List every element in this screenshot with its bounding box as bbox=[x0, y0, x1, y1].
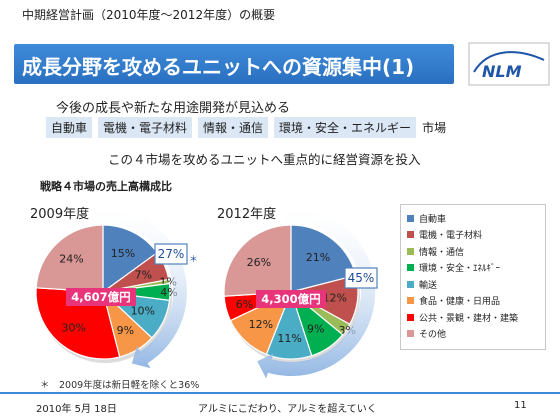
pie-1: 21%12%3%9%11%12%6%26%45%4,300億円 bbox=[223, 208, 378, 379]
pie-1-share-value: 45% bbox=[348, 271, 375, 285]
company-logo: NLM bbox=[468, 42, 550, 86]
logo-text: NLM bbox=[482, 62, 522, 81]
pie-0-share-box bbox=[154, 243, 188, 265]
pie-0-label-7: 30% bbox=[61, 321, 85, 334]
pie-1-label-5: 11% bbox=[277, 332, 301, 345]
pie-1-total-value: 4,300億円 bbox=[261, 292, 320, 306]
pie-1-label-2: 12% bbox=[322, 292, 346, 305]
pie-0-slice-8 bbox=[35, 224, 104, 293]
page-number: 11 bbox=[514, 400, 527, 411]
legend-label: 情報・通信 bbox=[419, 247, 465, 258]
year-label-2009: 2009年度 bbox=[30, 207, 90, 222]
legend-swatch bbox=[407, 297, 414, 305]
intro-text: 今後の成長や新たな用途開発が見込める bbox=[56, 101, 291, 116]
pie-0-total-value: 4,607億円 bbox=[71, 290, 130, 304]
pie-0-label-8: 24% bbox=[59, 253, 83, 266]
pie-1-label-7: 6% bbox=[236, 298, 253, 311]
title-bar bbox=[14, 44, 454, 84]
legend-label: 電機・電子材料 bbox=[419, 231, 483, 242]
legend-label: 環境・安全・ｴﾈﾙｷﾞｰ bbox=[419, 264, 501, 275]
pie-1-label-1: 21% bbox=[306, 251, 330, 264]
pie-1-label-4: 9% bbox=[307, 322, 324, 335]
legend-swatch bbox=[407, 247, 414, 255]
strategy-text: この４市場を攻めるユニットへ重点的に経営資源を投入 bbox=[108, 152, 421, 167]
market-telecom: 情報・通信 bbox=[198, 116, 269, 138]
market-automotive: 自動車 bbox=[46, 116, 93, 138]
supertitle: 中期経営計画（2010年度～2012年度）の概要 bbox=[22, 8, 276, 22]
footer-divider bbox=[0, 392, 560, 394]
chart-legend: 自動車電機・電子材料 情報・通信環境・安全・ｴﾈﾙｷﾞｰ 輸送食品・健康・日用品公共… bbox=[400, 204, 546, 350]
pie-1-label-8: 26% bbox=[247, 256, 271, 269]
pie-1-slice-8 bbox=[223, 224, 292, 297]
legend-item-1: 自動車 bbox=[407, 210, 539, 227]
logo-frame bbox=[468, 42, 550, 86]
legend-swatch bbox=[407, 330, 414, 338]
legend-item-5: 輸送 bbox=[407, 276, 539, 293]
logo-swoosh bbox=[473, 51, 545, 73]
legend-swatch bbox=[407, 313, 414, 321]
pie-0-share-value: 27% bbox=[158, 247, 185, 261]
market-energy: 環境・安全・エネルギー bbox=[274, 116, 417, 138]
legend-label: 輸送 bbox=[419, 280, 438, 291]
legend-swatch bbox=[407, 214, 414, 222]
legend-item-3: 情報・通信 bbox=[407, 243, 539, 260]
pie-1-share-arrow bbox=[257, 208, 376, 379]
legend-swatch bbox=[407, 264, 414, 272]
pie-0-total-box bbox=[66, 288, 136, 306]
pie-0-share-note-mark: ＊ bbox=[189, 255, 198, 265]
market-electronics: 電機・電子材料 bbox=[98, 116, 193, 138]
chart-title: 戦略４市場の売上高構成比 bbox=[40, 180, 172, 193]
legend-swatch bbox=[407, 231, 414, 239]
legend-label: 食品・健康・日用品 bbox=[419, 297, 501, 308]
pie-1-share-box bbox=[344, 267, 378, 289]
year-label-2012: 2012年度 bbox=[217, 207, 277, 222]
pie-0: 15%7%1%4%10%9%30%24% 27% ＊4,607億円 bbox=[35, 207, 198, 369]
pie-1-total-box bbox=[256, 290, 326, 308]
page-title: 成長分野を攻めるユニットへの資源集中(1) bbox=[22, 55, 415, 79]
legend-item-8: その他 bbox=[407, 326, 539, 343]
market-suffix: 市場 bbox=[422, 120, 447, 135]
legend-label: その他 bbox=[419, 330, 447, 341]
legend-item-2: 電機・電子材料 bbox=[407, 227, 539, 244]
legend-swatch bbox=[407, 280, 414, 288]
footer-date: 2010年 5月 18日 bbox=[36, 404, 117, 415]
legend-item-7: 公共・景観・建材・建築 bbox=[407, 309, 539, 326]
pie-0-label-5: 10% bbox=[131, 305, 155, 318]
footnote: ＊ 2009年度は新日軽を除くと36% bbox=[40, 380, 200, 391]
pie-1-label-6: 12% bbox=[249, 318, 273, 331]
pie-0-label-2: 7% bbox=[135, 269, 152, 282]
legend-item-4: 環境・安全・ｴﾈﾙｷﾞｰ bbox=[407, 260, 539, 277]
pie-0-label-6: 9% bbox=[117, 324, 134, 337]
legend-item-6: 食品・健康・日用品 bbox=[407, 293, 539, 310]
legend-label: 公共・景観・建材・建築 bbox=[419, 313, 519, 324]
legend-label: 自動車 bbox=[419, 214, 447, 225]
footer-slogan: アルミにこだわり、アルミを超えていく bbox=[198, 404, 377, 415]
market-list: 自動車 電機・電子材料 情報・通信 環境・安全・エネルギー 市場 bbox=[46, 116, 447, 138]
pie-0-label-1: 15% bbox=[111, 247, 135, 260]
